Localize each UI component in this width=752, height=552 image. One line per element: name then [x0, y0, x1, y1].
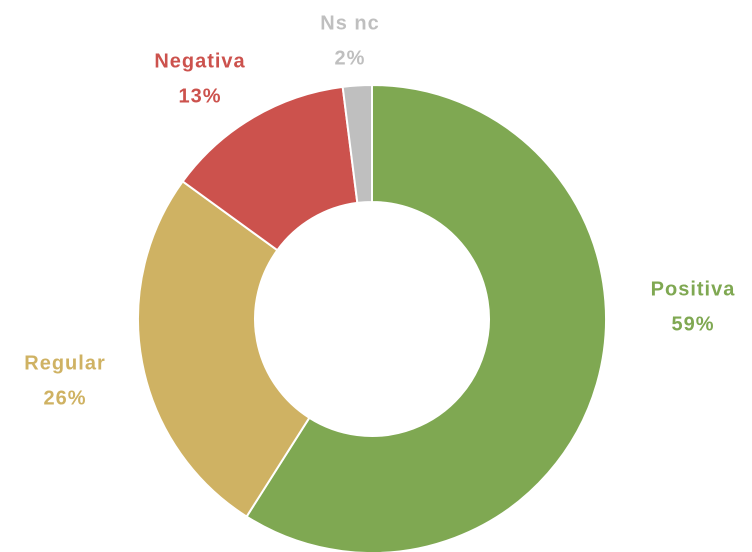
- slice-label: Positiva: [651, 278, 736, 300]
- donut-slice: [341, 83, 373, 205]
- slice-value-label: 59%: [671, 313, 714, 335]
- slice-value-label: 13%: [178, 85, 221, 107]
- slice-label: Regular: [24, 352, 105, 374]
- slice-label: Ns nc: [320, 12, 379, 34]
- donut-slice: [245, 83, 607, 552]
- slice-label: Negativa: [154, 50, 245, 72]
- slice-value-label: 2%: [335, 47, 366, 69]
- slice-value-label: 26%: [43, 387, 86, 409]
- donut-slice: [137, 180, 311, 518]
